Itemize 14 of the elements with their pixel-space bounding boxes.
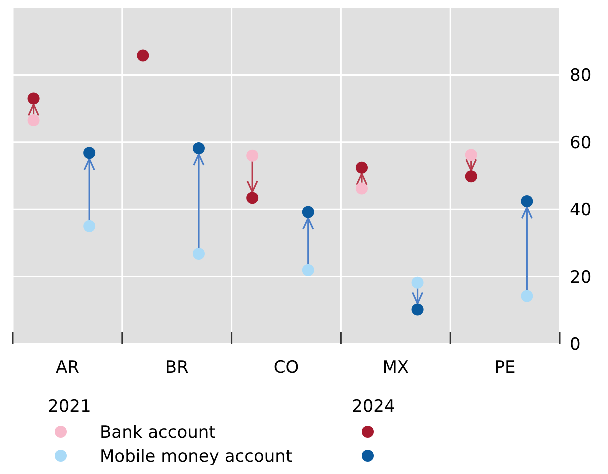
y-tick-label: 0	[570, 335, 581, 355]
y-tick-label: 80	[570, 66, 592, 86]
x-tick-label: BR	[165, 358, 190, 378]
legend-label: Mobile money account	[100, 447, 293, 467]
x-tick-label: MX	[382, 358, 410, 378]
y-tick-label: 40	[570, 200, 592, 221]
y-tick-label: 20	[570, 268, 592, 288]
x-tick-label: AR	[56, 358, 80, 378]
legend-label: Bank account	[100, 423, 216, 443]
x-tick-label: CO	[274, 358, 300, 378]
x-tick-label: PE	[494, 358, 516, 378]
y-tick-label: 60	[570, 133, 592, 154]
text: 2021	[48, 397, 92, 417]
text: 2024	[352, 397, 396, 417]
